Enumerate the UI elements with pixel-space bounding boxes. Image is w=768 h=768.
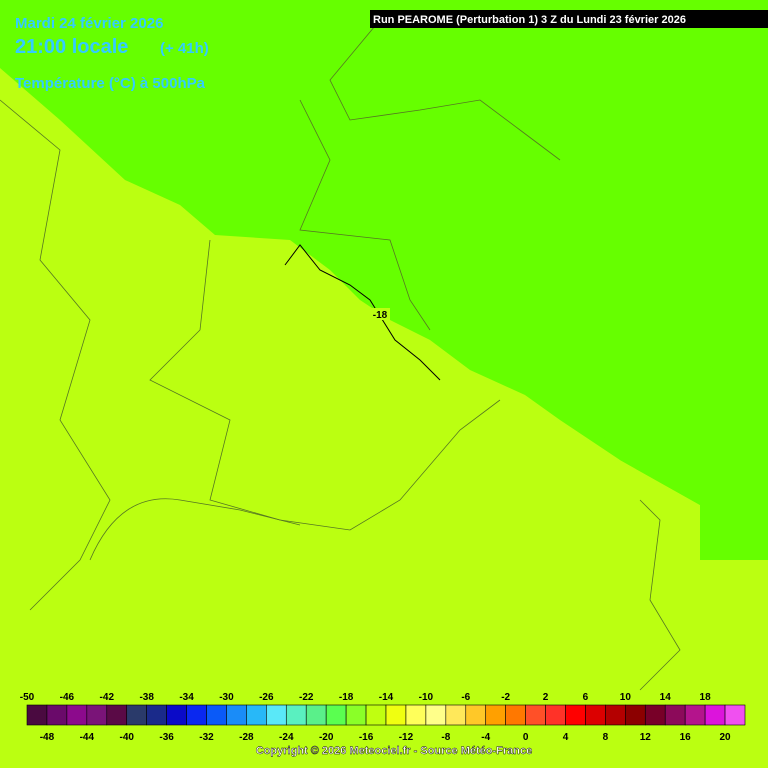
colorbar-label: -12 xyxy=(399,732,414,743)
border-line xyxy=(299,99,431,331)
colorbar-label: 12 xyxy=(640,732,652,743)
colorbar-label: -2 xyxy=(501,692,510,703)
color-swatch xyxy=(724,704,746,726)
color-swatch xyxy=(405,704,427,726)
colorbar-label: -8 xyxy=(441,732,450,743)
colorbar-label: 20 xyxy=(719,732,731,743)
color-swatch xyxy=(166,704,187,726)
color-swatch xyxy=(485,704,506,726)
color-swatch xyxy=(305,704,327,726)
colorbar: -50-48-46-44-42-40-38-36-34-32-30-28-26-… xyxy=(20,692,746,743)
color-swatch xyxy=(186,704,207,726)
color-swatch xyxy=(585,704,606,726)
colorbar-label: -42 xyxy=(100,692,115,703)
colorbar-label: -24 xyxy=(279,732,294,743)
color-swatch xyxy=(26,704,48,726)
color-swatch xyxy=(425,704,447,726)
run-banner: Run PEAROME (Perturbation 1) 3 Z du Lund… xyxy=(373,14,686,26)
colorbar-label: -50 xyxy=(20,692,35,703)
colorbar-label: 8 xyxy=(603,732,609,743)
color-swatch xyxy=(345,704,367,726)
color-swatch xyxy=(146,704,167,726)
color-swatch xyxy=(644,704,666,726)
colorbar-label: -30 xyxy=(219,692,234,703)
parameter: Température (°C) à 500hPa xyxy=(15,75,206,92)
colorbar-label: -28 xyxy=(239,732,254,743)
colorbar-label: 18 xyxy=(700,692,712,703)
colorbar-label: -16 xyxy=(359,732,374,743)
color-swatch xyxy=(684,704,706,726)
border-line xyxy=(329,19,561,161)
color-swatch xyxy=(86,704,108,726)
colorbar-label: -46 xyxy=(60,692,75,703)
contour xyxy=(284,244,441,381)
colorbar-label: 16 xyxy=(680,732,692,743)
run-banner-bg xyxy=(370,10,768,28)
color-swatch xyxy=(106,704,128,726)
colorbar-label: 0 xyxy=(523,732,529,743)
colorbar-label: 14 xyxy=(660,692,672,703)
color-swatch xyxy=(285,704,307,726)
color-swatch xyxy=(565,704,586,726)
contour-label: -18 xyxy=(373,310,388,321)
colorbar-label: 4 xyxy=(563,732,569,743)
color-swatch xyxy=(545,704,566,726)
colorbar-label: -4 xyxy=(481,732,490,743)
color-swatch xyxy=(505,704,526,726)
color-swatch xyxy=(46,704,68,726)
colorbar-label: -20 xyxy=(319,732,334,743)
color-swatch xyxy=(664,704,686,726)
colorbar-label: -48 xyxy=(40,732,55,743)
color-swatch xyxy=(206,704,227,726)
color-swatch xyxy=(126,704,147,726)
color-swatch xyxy=(445,704,467,726)
color-swatch xyxy=(704,704,726,726)
contour-label-bg xyxy=(370,308,390,320)
color-swatch xyxy=(325,704,347,726)
colorbar-label: -32 xyxy=(199,732,214,743)
color-swatch xyxy=(365,704,387,726)
color-swatch xyxy=(226,704,247,726)
colorbar-label: -44 xyxy=(80,732,95,743)
cold-region xyxy=(0,0,768,560)
color-swatch xyxy=(605,704,626,726)
colorbar-label: -36 xyxy=(159,732,174,743)
copyright: Copyright © 2026 Meteociel.fr - Source M… xyxy=(256,745,532,757)
colorbar-label: 2 xyxy=(543,692,549,703)
colorbar-label: -10 xyxy=(419,692,434,703)
colorbar-label: -26 xyxy=(259,692,274,703)
colorbar-label: -14 xyxy=(379,692,394,703)
colorbar-label: -38 xyxy=(139,692,154,703)
borders xyxy=(0,19,681,691)
color-swatch xyxy=(385,704,407,726)
color-swatch xyxy=(266,704,287,726)
color-swatch xyxy=(525,704,546,726)
border-line xyxy=(149,239,501,531)
colorbar-label: -34 xyxy=(179,692,194,703)
cold-region xyxy=(545,338,768,560)
border-line xyxy=(639,499,681,691)
color-swatch xyxy=(465,704,487,726)
border-line xyxy=(0,99,111,611)
time: 21:00 locale xyxy=(15,36,128,58)
lead-time: (+ 41h) xyxy=(160,40,209,57)
color-swatch xyxy=(246,704,267,726)
color-swatch xyxy=(66,704,88,726)
coastline xyxy=(89,498,301,561)
color-swatch xyxy=(625,704,646,726)
colorbar-label: 6 xyxy=(583,692,589,703)
date: Mardi 24 février 2026 xyxy=(15,15,163,32)
colorbar-label: -6 xyxy=(461,692,470,703)
colorbar-label: -22 xyxy=(299,692,314,703)
colorbar-label: -18 xyxy=(339,692,354,703)
colorbar-label: 10 xyxy=(620,692,632,703)
colorbar-label: -40 xyxy=(119,732,134,743)
